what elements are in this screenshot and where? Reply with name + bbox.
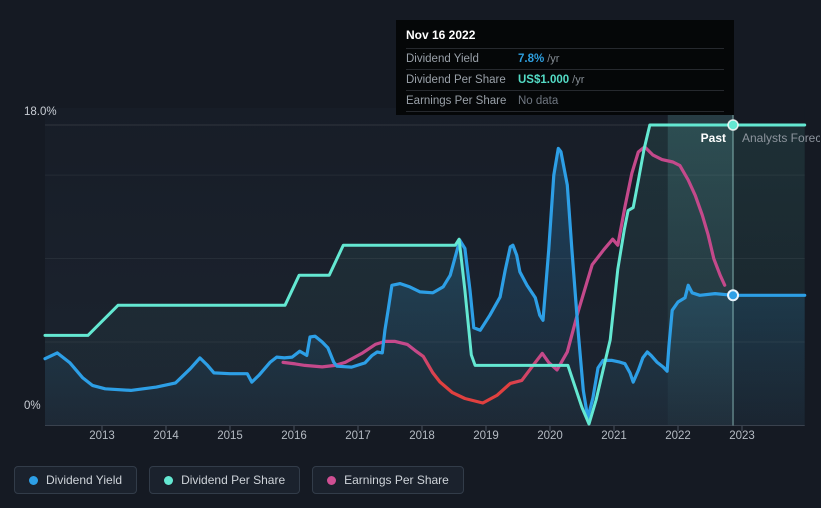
tooltip-row-value: No data (518, 95, 559, 107)
legend-color-dot (29, 475, 38, 485)
y-axis-label-bottom: 0% (24, 400, 41, 412)
past-label: Past (700, 131, 726, 145)
tooltip-row: Earnings Per Share No data (406, 90, 724, 111)
dps-area-fill (45, 125, 805, 426)
legend-label: Earnings Per Share (344, 473, 449, 487)
tooltip-row-label: Dividend Yield (406, 53, 479, 65)
yield-area-fill (45, 148, 805, 426)
tooltip-row-unit: /yr (572, 74, 585, 86)
chart-tooltip: Nov 16 2022 Dividend Yield 7.8%/yr Dividen… (396, 20, 734, 115)
dps-line (43, 123, 807, 426)
yield-line (43, 146, 807, 420)
analysts-forecast-label: Analysts Forecasts (742, 131, 820, 145)
tooltip-row: Dividend Per Share US$1.000/yr (406, 69, 724, 90)
yield-marker-dot (727, 289, 740, 302)
dps-marker-dot (727, 119, 739, 131)
legend-item-earnings-per-share[interactable]: Earnings Per Share (312, 466, 464, 494)
legend-label: Dividend Per Share (181, 473, 286, 487)
y-axis-label-top: 18.0% (24, 106, 57, 118)
eps-line (281, 145, 727, 405)
legend-label: Dividend Yield (46, 473, 123, 487)
tooltip-row-value: US$1.000 (518, 74, 570, 86)
tooltip-row-unit: /yr (547, 53, 560, 65)
legend-item-dividend-per-share[interactable]: Dividend Per Share (149, 466, 301, 494)
tooltip-divider (406, 111, 724, 113)
chart-legend: Dividend Yield Dividend Per Share Earnings… (14, 466, 464, 494)
tooltip-row: Dividend Yield 7.8%/yr (406, 48, 724, 69)
tooltip-row-label: Dividend Per Share (406, 74, 506, 86)
tooltip-row-label: Earnings Per Share (406, 95, 507, 107)
legend-color-dot (327, 475, 337, 485)
tooltip-date: Nov 16 2022 (406, 28, 476, 42)
tooltip-row-value: 7.8% (518, 53, 545, 65)
legend-item-dividend-yield[interactable]: Dividend Yield (14, 466, 138, 494)
legend-color-dot (164, 475, 174, 485)
